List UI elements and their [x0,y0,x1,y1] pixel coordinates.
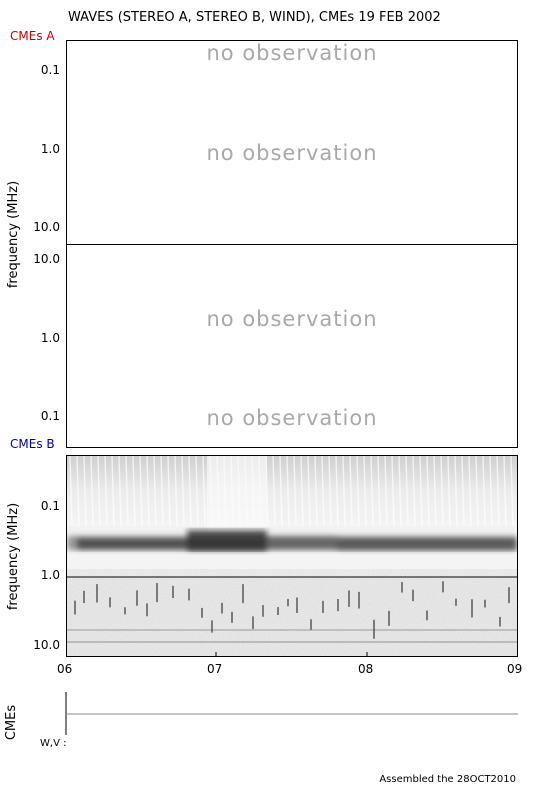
emission-band [67,530,517,552]
y-axis-label: frequency (MHz) [6,502,22,611]
wind-panel [66,455,518,657]
cmes-label: CMEs [4,704,20,741]
no-observation-text: no observation [206,307,378,331]
y-tick-label: 10.0 [33,252,60,266]
x-tick-label: 06 [57,662,73,676]
stereo-a-panel: no observation no observation [66,40,518,245]
cmes-b-label: CMEs B [10,437,55,451]
y-tick-label: 0.1 [40,63,60,77]
stereo-b-panel: no observation no observation [66,244,518,448]
footer-note: Assembled the 28OCT2010 [379,774,516,785]
wind-spectrogram [67,456,517,656]
x-tick-label: 09 [507,662,523,676]
y-axis-label: frequency (MHz) [6,180,22,289]
y-tick-label: 10.0 [33,220,60,234]
y-tick-label: 1.0 [40,142,60,156]
cmes-a-label: CMEs A [10,29,55,43]
page-title: WAVES (STEREO A, STEREO B, WIND), CMEs 1… [68,10,441,25]
y-tick-label: 0.1 [40,499,60,513]
x-tick-label: 08 [358,662,374,676]
y-tick-label: 1.0 [40,568,60,582]
y-tick-label: 0.1 [40,409,60,423]
wv-label: W,V : [40,738,67,749]
y-tick-label: 10.0 [33,638,60,652]
no-observation-text: no observation [206,406,378,430]
x-tick-label: 07 [207,662,223,676]
no-observation-text: no observation [206,41,378,65]
y-tick-label: 1.0 [40,331,60,345]
no-observation-text: no observation [206,141,378,165]
